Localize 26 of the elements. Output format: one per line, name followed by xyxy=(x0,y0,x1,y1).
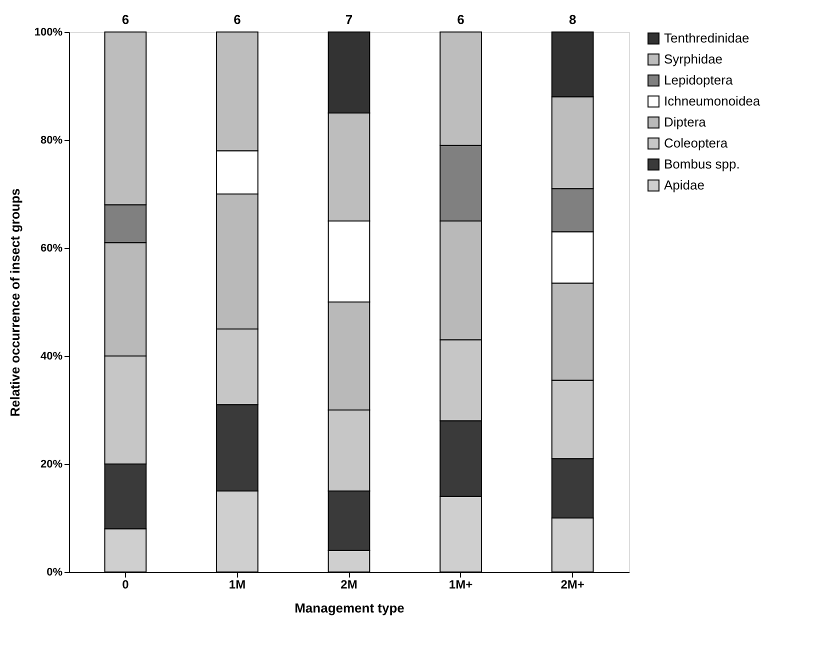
x-tick-label: 0 xyxy=(122,578,130,592)
x-tick-label: 2M+ xyxy=(560,578,584,592)
x-tick-label: 2M xyxy=(340,578,358,592)
legend-label: Lepidoptera xyxy=(664,72,734,88)
annotation: 6 xyxy=(457,12,464,27)
annotation: 8 xyxy=(568,12,576,27)
x-tick-label: 1M xyxy=(228,578,246,592)
legend-label: Apidae xyxy=(664,178,704,192)
x-axis-title: Management type xyxy=(294,600,404,616)
legend-label: Diptera xyxy=(664,114,707,130)
y-tick-label: 0% xyxy=(46,566,63,578)
y-tick-label: 100% xyxy=(34,26,63,38)
legend-label: Ichneumonoidea xyxy=(664,94,761,108)
annotation: 7 xyxy=(345,12,353,27)
x-tick-label: 1M+ xyxy=(448,578,473,592)
y-tick-label: 40% xyxy=(40,350,63,362)
legend-label: Syrphidae xyxy=(664,52,723,66)
y-axis-title: Relative occurrence of insect groups xyxy=(7,188,22,417)
legend-label: Coleoptera xyxy=(664,136,728,150)
legend-label: Tenthredinidae xyxy=(664,30,750,46)
y-tick-label: 80% xyxy=(40,134,63,146)
annotation: 6 xyxy=(234,12,241,27)
annotation: 6 xyxy=(122,12,130,27)
legend-label: Bombus spp. xyxy=(664,156,740,172)
y-tick-label: 20% xyxy=(40,458,63,470)
y-tick-label: 60% xyxy=(40,242,63,254)
